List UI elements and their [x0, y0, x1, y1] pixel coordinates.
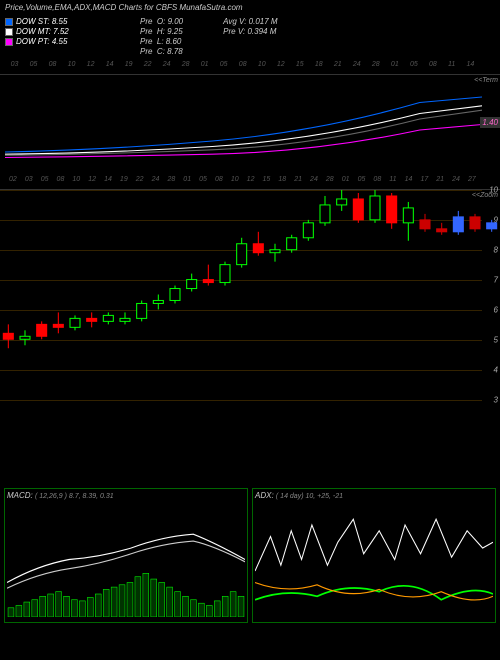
chart-title: Price,Volume,EMA,ADX,MACD Charts for CBF… [0, 0, 500, 15]
candle-date-axis: 0203050810121419222428010508101215182124… [0, 174, 500, 189]
indicator-panels: MACD: ( 12,26,9 ) 8.7, 8.39, 0.31 ADX: (… [0, 484, 500, 627]
candle-panel[interactable]: <<Zoom 345678910 [0, 189, 500, 399]
price-tag: 1.40 [480, 117, 500, 128]
macd-panel[interactable]: MACD: ( 12,26,9 ) 8.7, 8.39, 0.31 [4, 488, 248, 623]
legend-item: DOW PT: 4.55 [5, 37, 125, 46]
term-panel[interactable]: <<Term 1.40 [0, 74, 500, 174]
ohlc-stats: Pre O: 9.00Pre H: 9.25Pre L: 8.60Pre C: … [140, 17, 495, 57]
legend: DOW ST: 8.55DOW MT: 7.52DOW PT: 4.55 [5, 17, 125, 57]
legend-item: DOW MT: 7.52 [5, 27, 125, 36]
macd-label: MACD: ( 12,26,9 ) 8.7, 8.39, 0.31 [7, 491, 245, 500]
info-row: DOW ST: 8.55DOW MT: 7.52DOW PT: 4.55 Pre… [0, 15, 500, 59]
adx-label: ADX: ( 14 day) 10, +25, -21 [255, 491, 493, 500]
adx-panel[interactable]: ADX: ( 14 day) 10, +25, -21 [252, 488, 496, 623]
top-date-axis: 0305081012141922242801050810121518212428… [0, 59, 500, 74]
legend-item: DOW ST: 8.55 [5, 17, 125, 26]
